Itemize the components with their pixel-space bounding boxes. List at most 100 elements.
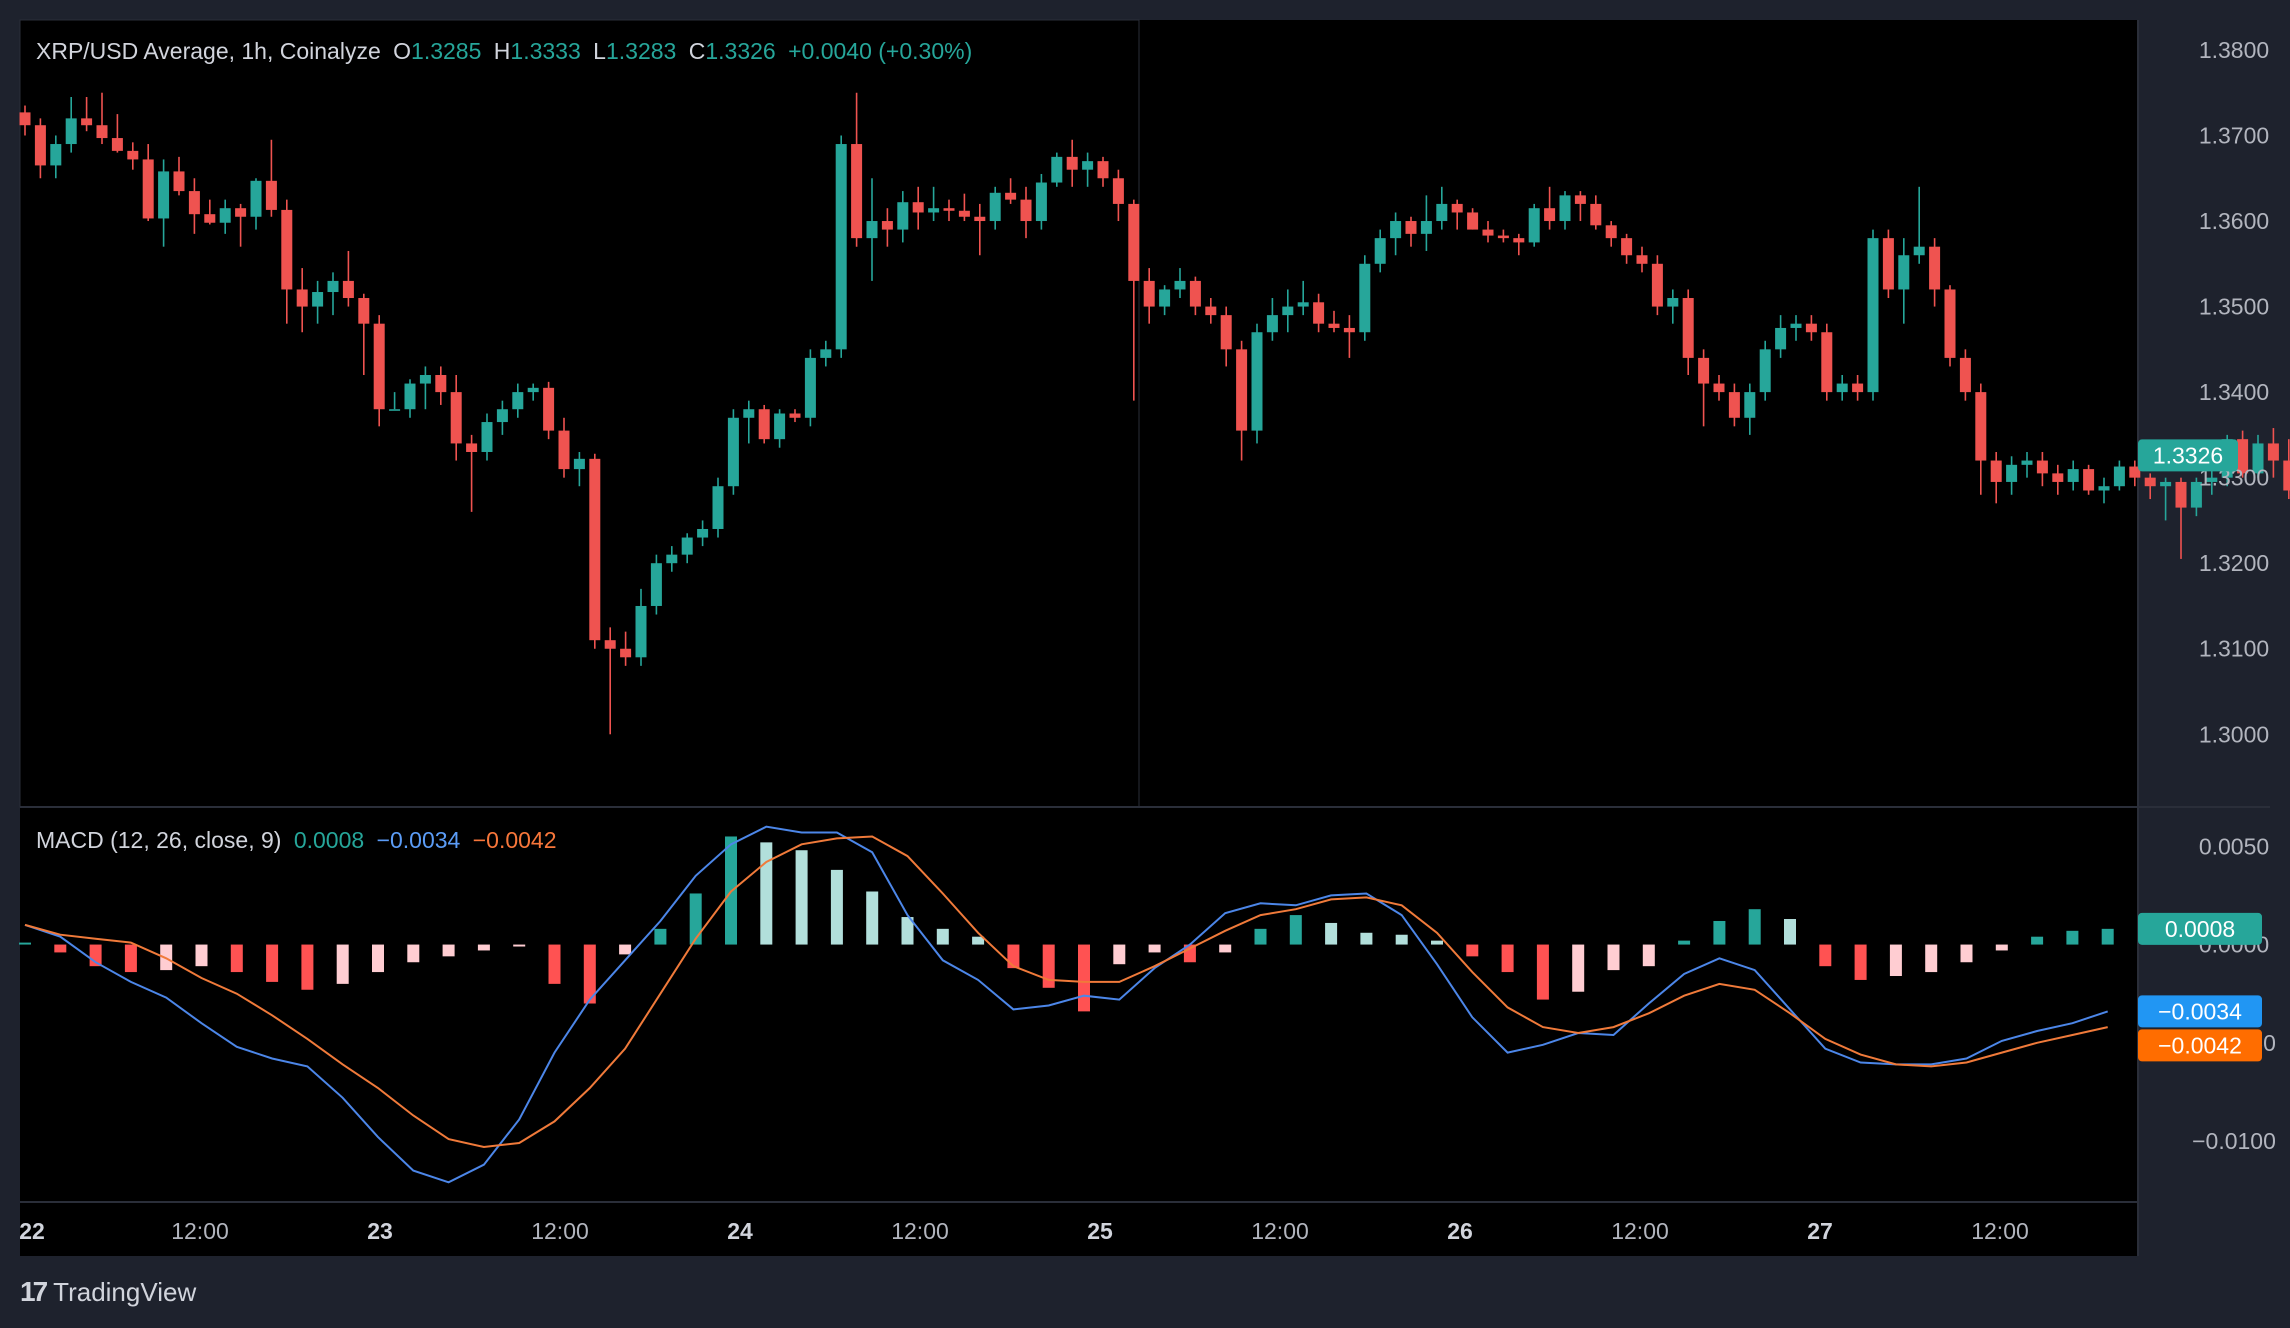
candle-body xyxy=(712,486,724,529)
candle-body xyxy=(2052,473,2064,482)
candle-body xyxy=(1420,221,1432,234)
candle-body xyxy=(558,430,570,470)
macd-histogram-bar xyxy=(2031,936,2044,945)
candle-body xyxy=(1728,392,1740,418)
candle-body xyxy=(2144,477,2156,487)
price-tick-label: 1.3200 xyxy=(2199,550,2269,576)
last-price-badge xyxy=(2138,439,2238,472)
candle-body xyxy=(1082,161,1094,170)
candle-body xyxy=(1667,298,1679,307)
candle-body xyxy=(219,208,231,223)
candle-body xyxy=(1852,383,1864,393)
time-axis[interactable]: 22 12:00 23 12:00 24 12:00 25 12:00 26 12:00 27 12:… xyxy=(19,1218,2029,1244)
macd-line-value: −0.0034 xyxy=(376,827,461,853)
macd-histogram-bar xyxy=(866,891,879,945)
candle-body xyxy=(681,537,693,555)
candle-body xyxy=(235,208,247,217)
macd-tick-label: 0.0050 xyxy=(2199,833,2269,859)
brand-name: TradingView xyxy=(53,1276,197,1307)
price-tick-label: 1.3000 xyxy=(2199,721,2269,747)
candle-body xyxy=(281,209,293,290)
candle-body xyxy=(1205,306,1217,316)
candle-body xyxy=(650,563,662,606)
price-tick-label: 1.3700 xyxy=(2199,122,2269,148)
time-tick-label: 25 xyxy=(1087,1218,1113,1244)
symbol-title[interactable]: XRP/USD Average, 1h, Coinalyze xyxy=(36,38,381,64)
candle-body xyxy=(820,349,832,358)
candle-body xyxy=(1066,156,1078,170)
candle-body xyxy=(928,208,940,213)
macd-histogram-bar xyxy=(1042,944,1055,988)
candle-body xyxy=(2175,481,2187,508)
candle-body xyxy=(496,409,508,423)
macd-histogram-bar xyxy=(901,917,914,945)
candle-body xyxy=(466,443,478,452)
price-tick-label: 1.3600 xyxy=(2199,208,2269,234)
price-axis[interactable]: 1.38001.37001.36001.35001.34001.33001.32… xyxy=(2138,37,2276,1154)
open-value: 1.3285 xyxy=(411,38,482,64)
tradingview-brand[interactable]: 17 TradingView xyxy=(20,1276,196,1308)
macd-line-badge xyxy=(2138,995,2262,1028)
candle-body xyxy=(1174,280,1186,290)
macd-histogram-bar xyxy=(2066,930,2079,945)
macd-histogram-bar xyxy=(19,942,31,945)
macd-pane[interactable] xyxy=(19,825,2114,1184)
candle-body xyxy=(481,422,493,452)
candle-body xyxy=(1374,238,1386,264)
candle-body xyxy=(2252,443,2264,474)
price-legend: XRP/USD Average, 1h, Coinalyze O1.3285 H… xyxy=(36,38,978,65)
macd-tick-label: −0.0100 xyxy=(2192,1128,2276,1154)
candle-body xyxy=(1621,238,1633,256)
chart-background xyxy=(20,20,2138,1256)
macd-histogram-bar xyxy=(1642,944,1655,967)
candle-body xyxy=(1929,246,1941,290)
candle-body xyxy=(573,458,585,470)
candle-body xyxy=(974,216,986,222)
candle-body xyxy=(1297,302,1309,307)
candle-body xyxy=(1005,192,1017,200)
macd-histogram-bar xyxy=(548,944,561,984)
candle-body xyxy=(1867,238,1879,393)
macd-histogram-bar xyxy=(583,944,596,1004)
time-tick-label: 23 xyxy=(367,1218,393,1244)
macd-histogram-bar xyxy=(1607,944,1620,971)
candle-body xyxy=(2067,469,2079,482)
candle-body xyxy=(2237,439,2249,474)
price-pane[interactable] xyxy=(19,92,2290,735)
candle-body xyxy=(419,375,431,384)
candle-body xyxy=(1467,212,1479,230)
candle-body xyxy=(1313,302,1325,324)
candle-body xyxy=(435,375,447,393)
macd-histogram-bar xyxy=(372,944,384,973)
macd-histogram-bar xyxy=(760,842,773,945)
candle-body xyxy=(774,413,786,440)
candle-body xyxy=(81,118,93,126)
candle-body xyxy=(296,289,308,307)
macd-histogram-bar xyxy=(1466,944,1479,957)
macd-histogram-bar xyxy=(1007,944,1020,969)
macd-hist-badge xyxy=(2138,912,2262,945)
candle-body xyxy=(1713,383,1725,393)
candle-body xyxy=(2129,466,2141,478)
candle-body xyxy=(1436,203,1448,222)
macd-line xyxy=(24,825,2109,1184)
candle-body xyxy=(389,409,401,411)
macd-histogram-bar xyxy=(513,944,526,947)
candle-body xyxy=(1035,182,1047,222)
time-tick-label: 12:00 xyxy=(1611,1218,1669,1244)
candle-body xyxy=(1128,203,1140,281)
macd-histogram-bar xyxy=(654,928,667,945)
candle-body xyxy=(450,392,462,444)
macd-histogram-bar xyxy=(1219,944,1232,953)
macd-histogram-bar xyxy=(830,869,843,945)
time-tick-label: 12:00 xyxy=(171,1218,229,1244)
candle-body xyxy=(1836,383,1848,393)
macd-histogram-bar xyxy=(936,928,949,945)
candle-body xyxy=(1605,225,1617,239)
macd-title[interactable]: MACD (12, 26, close, 9) xyxy=(36,827,282,853)
time-tick-label: 12:00 xyxy=(531,1218,589,1244)
close-value: 1.3326 xyxy=(705,38,776,64)
macd-histogram-bar xyxy=(1572,944,1585,992)
change-value: +0.0040 (+0.30%) xyxy=(788,38,973,64)
